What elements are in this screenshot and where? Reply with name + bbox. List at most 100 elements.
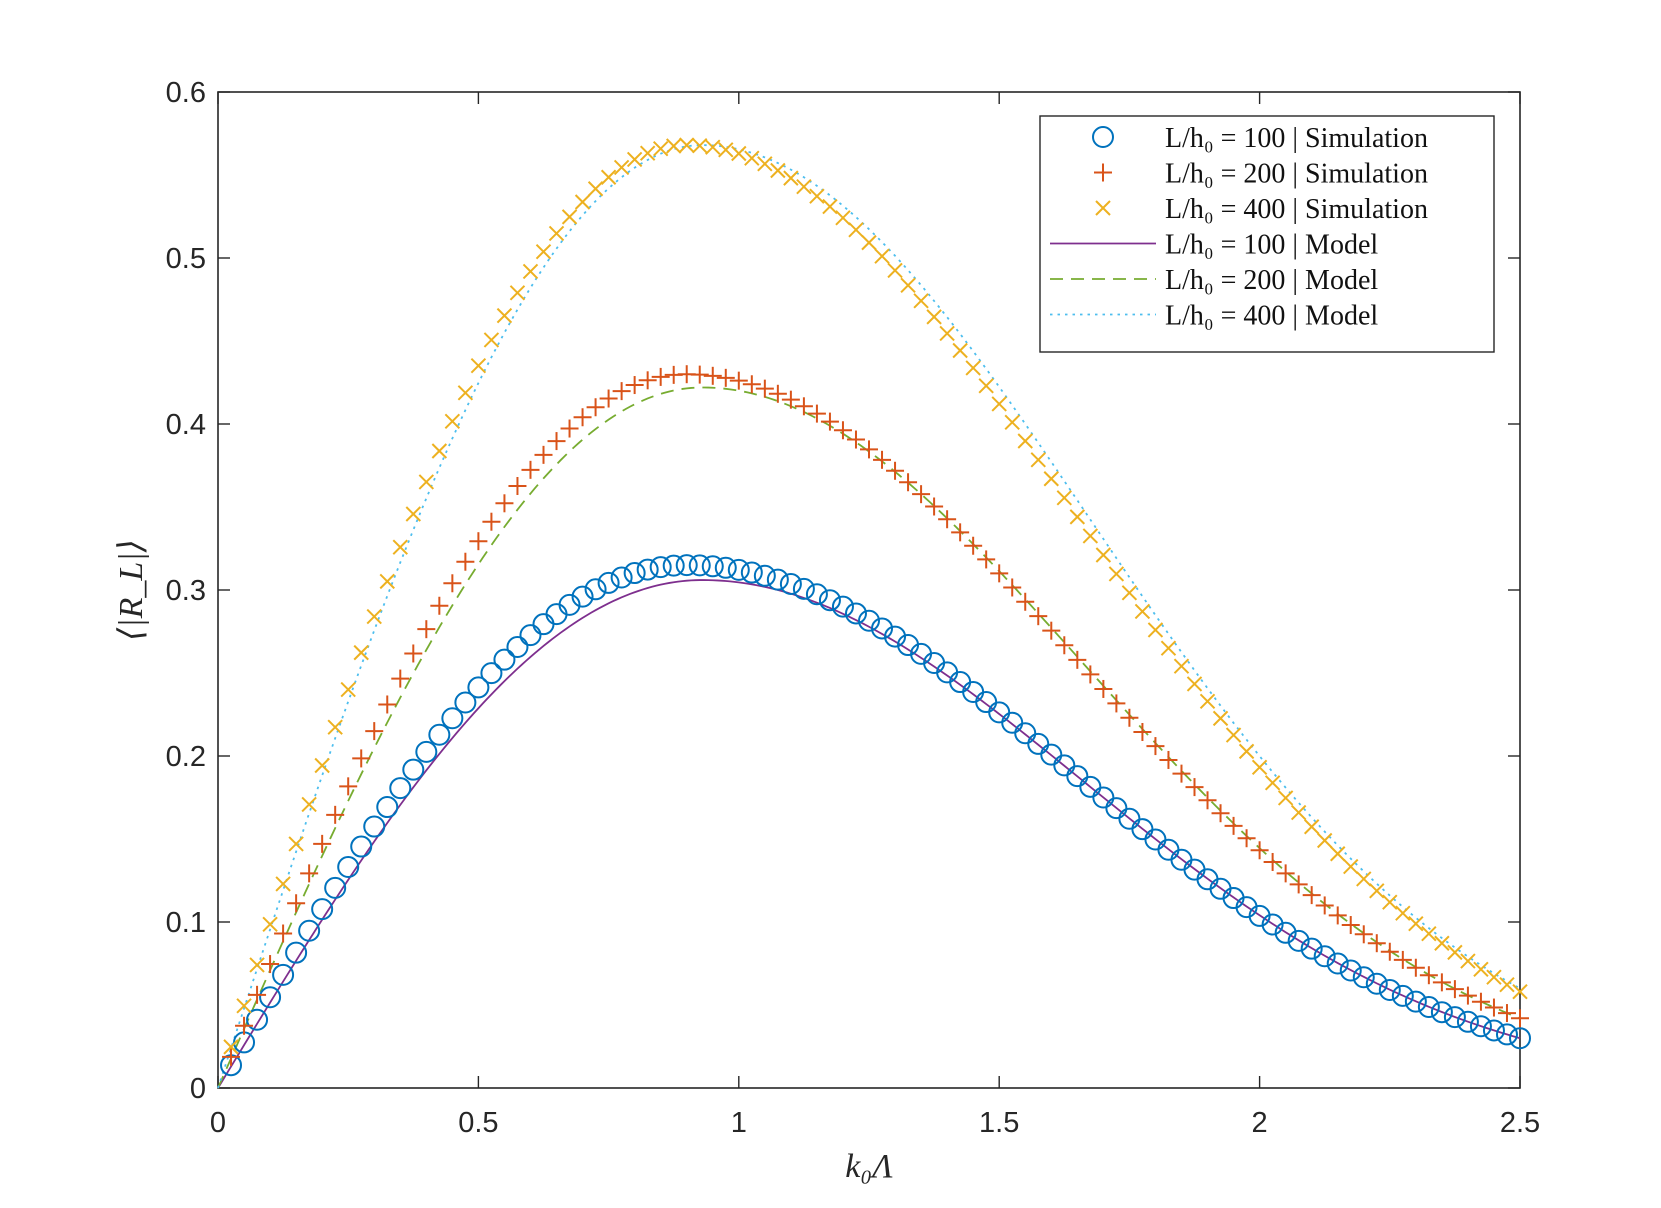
data-point — [235, 1016, 254, 1035]
data-point — [314, 757, 330, 774]
data-point — [613, 159, 630, 176]
data-point — [428, 723, 451, 746]
data-point — [496, 307, 513, 324]
data-point — [457, 385, 474, 401]
data-point — [794, 397, 813, 416]
data-point — [1354, 925, 1373, 944]
data-point — [1300, 937, 1323, 960]
data-point — [742, 375, 761, 394]
data-point — [1330, 846, 1346, 862]
data-point — [274, 924, 293, 943]
data-point — [1343, 858, 1359, 875]
data-point — [1277, 790, 1294, 806]
y-axis-title: ⟨|R_L|⟩ — [113, 539, 150, 641]
data-point — [1391, 984, 1414, 1007]
data-point — [688, 554, 711, 577]
data-point — [951, 523, 970, 542]
data-point — [480, 662, 503, 685]
data-point — [1172, 764, 1191, 783]
legend-items: L/h₀ = 100 | Simulation L/h₀ = 200 | Simu… — [1050, 123, 1428, 332]
chart-legend: L/h₀ = 100 | Simulation L/h₀ = 200 | Simu… — [1039, 115, 1495, 353]
data-point — [573, 408, 592, 427]
data-point — [912, 485, 931, 504]
data-point — [1432, 973, 1451, 992]
data-point — [626, 151, 643, 168]
data-point — [1133, 723, 1152, 742]
x-axis-title: k₀Λ — [845, 1148, 893, 1185]
data-point — [402, 758, 425, 781]
data-point — [1081, 665, 1100, 684]
data-point — [506, 635, 529, 658]
data-point — [1263, 852, 1282, 871]
data-point — [714, 556, 737, 579]
data-point — [378, 695, 397, 714]
data-point — [1408, 915, 1424, 932]
data-point — [1367, 934, 1386, 953]
data-point — [340, 681, 356, 698]
data-point — [740, 561, 763, 584]
data-point — [535, 243, 552, 260]
data-point — [1108, 566, 1125, 582]
data-point — [1497, 1004, 1516, 1023]
data-point — [482, 512, 501, 531]
data-point — [796, 179, 812, 195]
data-point — [649, 556, 672, 579]
data-point — [1456, 1010, 1479, 1033]
data-point — [952, 342, 968, 359]
data-point — [1473, 961, 1489, 978]
data-point — [584, 578, 607, 601]
data-point — [509, 285, 526, 301]
data-point — [1447, 944, 1463, 961]
data-point — [560, 419, 579, 438]
data-point — [1056, 490, 1073, 506]
data-point — [1198, 791, 1217, 810]
data-point — [1199, 693, 1216, 710]
data-point — [1365, 972, 1388, 995]
data-point — [324, 876, 347, 899]
data-point — [1082, 528, 1099, 544]
data-point — [365, 722, 384, 741]
y-tick-label: 0.4 — [166, 409, 206, 441]
y-tick-label: 0.3 — [166, 575, 206, 607]
data-point — [285, 941, 308, 964]
data-point — [926, 309, 942, 325]
data-point — [805, 583, 828, 606]
data-point — [675, 554, 698, 577]
data-point — [886, 461, 905, 480]
data-point — [1469, 1015, 1492, 1038]
data-point — [1393, 950, 1412, 969]
data-point — [1159, 750, 1178, 769]
data-point — [389, 777, 412, 800]
data-point — [638, 371, 657, 390]
data-point — [534, 445, 553, 464]
data-point — [991, 396, 1007, 412]
data-point — [1016, 592, 1035, 611]
data-point — [431, 443, 448, 459]
data-point — [1378, 978, 1401, 1001]
data-point — [1160, 640, 1177, 656]
data-point — [483, 332, 500, 348]
legend-swatch — [1092, 126, 1114, 148]
data-point — [391, 669, 410, 688]
data-point — [939, 325, 955, 342]
data-point — [262, 916, 278, 932]
legend-label: L/h₀ = 200 | Simulation — [1165, 159, 1428, 190]
data-point — [705, 139, 721, 155]
data-point — [679, 137, 695, 153]
data-point — [848, 222, 864, 238]
data-point — [1250, 841, 1269, 860]
data-point — [846, 430, 865, 449]
data-point — [651, 367, 670, 386]
data-point — [1173, 658, 1190, 674]
data-point — [744, 150, 760, 166]
data-point — [1460, 953, 1476, 969]
data-point — [1341, 916, 1360, 935]
data-point — [731, 145, 747, 162]
data-point — [1316, 832, 1333, 849]
x-tick-label: 2.5 — [1500, 1107, 1540, 1139]
data-point — [1303, 819, 1320, 835]
data-point — [1040, 743, 1063, 766]
data-point — [313, 834, 332, 853]
data-point — [1289, 875, 1308, 894]
